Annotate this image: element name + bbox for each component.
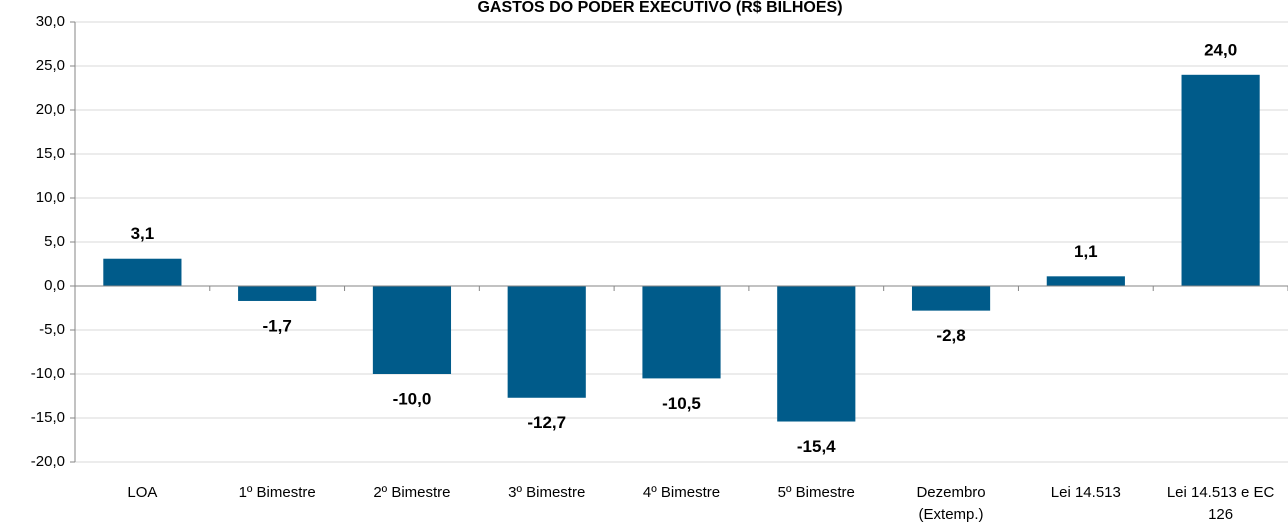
y-tick-label: -20,0 (31, 453, 65, 470)
x-tick-label: 5º Bimestre (777, 484, 855, 501)
x-tick-label: Dezembro (Extemp.) (916, 484, 986, 523)
x-tick-label: 3º Bimestre (508, 484, 586, 501)
value-label: 1,1 (1074, 242, 1098, 261)
bar (103, 258, 182, 286)
value-label: -10,0 (393, 389, 432, 408)
y-tick-label: 25,0 (36, 57, 65, 74)
y-tick-label: 5,0 (44, 233, 65, 250)
bar (642, 286, 721, 379)
y-tick-label: 30,0 (36, 13, 65, 30)
y-tick-label: 15,0 (36, 145, 65, 162)
bar (911, 286, 991, 311)
bar (507, 286, 586, 398)
y-tick-label: -5,0 (39, 321, 65, 338)
value-label: -2,8 (936, 326, 965, 345)
value-label: -12,7 (527, 413, 566, 432)
y-tick-label: 10,0 (36, 189, 65, 206)
bar (1181, 74, 1260, 286)
x-tick-label: 2º Bimestre (373, 484, 451, 501)
value-label: 3,1 (131, 224, 155, 243)
bar (372, 286, 452, 374)
y-tick-label: -15,0 (31, 409, 65, 426)
y-tick-label: 0,0 (44, 277, 65, 294)
x-tick-label: Lei 14.513 e EC 126 (1166, 484, 1275, 523)
chart-title: GASTOS DO PODER EXECUTIVO (R$ BILHÕES) (477, 0, 842, 16)
value-label: 24,0 (1204, 40, 1237, 59)
x-tick-label: 1º Bimestre (238, 484, 316, 501)
y-tick-label: -10,0 (31, 365, 65, 382)
value-label: -1,7 (263, 316, 292, 335)
x-tick-label: LOA (127, 484, 158, 501)
bar (1046, 276, 1125, 286)
y-tick-label: 20,0 (36, 101, 65, 118)
value-label: -15,4 (797, 437, 836, 456)
bar (777, 286, 856, 422)
bar (238, 286, 317, 301)
x-tick-label: 4º Bimestre (642, 484, 721, 501)
x-tick-label: Lei 14.513 (1050, 484, 1121, 501)
value-label: -10,5 (662, 394, 701, 413)
